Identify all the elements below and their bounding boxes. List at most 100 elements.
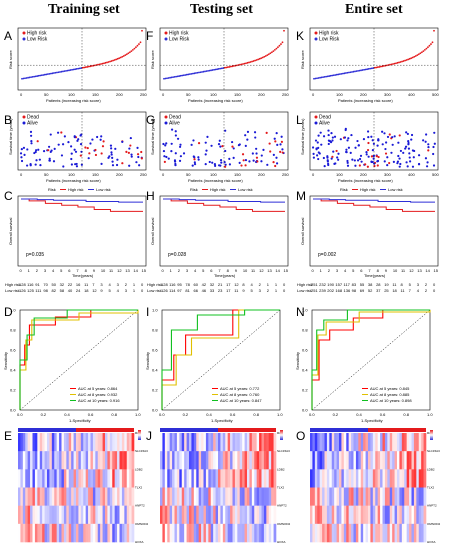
- heatmap-cell: [416, 433, 420, 452]
- risk-score-point: [69, 69, 72, 71]
- heatmap-cell: [105, 523, 108, 543]
- heatmap-cell: [54, 433, 57, 452]
- heatmap-cell: [334, 487, 337, 506]
- heatmap-cell: [237, 433, 241, 452]
- risk-score-point: [22, 77, 25, 80]
- heatmap-cell: [268, 487, 272, 506]
- risk-score-point: [179, 74, 182, 77]
- heatmap-cell: [162, 523, 166, 543]
- risk-table-low-value: 114: [169, 288, 176, 293]
- risk-table-low-value: 12: [92, 288, 97, 293]
- km-curve-high: [21, 198, 143, 212]
- alive-point: [279, 143, 282, 146]
- roc-y-tick: 0.2: [152, 388, 158, 393]
- heatmap-cell: [193, 469, 197, 488]
- risk-score-point: [214, 68, 217, 71]
- heatmap-cell: [126, 523, 130, 543]
- roc-curve-8y: [311, 310, 431, 410]
- heatmap-cell: [387, 523, 391, 543]
- heatmap-cell: [83, 469, 86, 488]
- gene-label: HOXA: [277, 540, 286, 544]
- risk-score-point: [269, 52, 272, 55]
- risk-score-point: [130, 50, 133, 53]
- risk-table-low-value: 97: [177, 288, 182, 293]
- alive-point: [178, 159, 182, 162]
- heatmap-cell: [119, 469, 123, 488]
- heatmap-cell: [34, 487, 38, 506]
- alive-point: [62, 165, 65, 168]
- heatmap-cell: [377, 523, 381, 543]
- heatmap-cell: [25, 505, 28, 525]
- alive-point: [91, 138, 94, 141]
- risk-score-point: [43, 73, 46, 76]
- column-title-testing: Testing set: [190, 2, 253, 17]
- km-x-tick: 15: [434, 268, 439, 273]
- heatmap-cell: [78, 451, 82, 470]
- heatmap-cell: [370, 523, 374, 543]
- alive-point: [110, 151, 113, 154]
- x-tick-label: 0: [312, 172, 315, 177]
- dead-point: [373, 164, 376, 168]
- risk-score-point: [273, 49, 276, 51]
- heatmap-cell: [331, 469, 335, 488]
- km-x-tick: 7: [76, 268, 79, 273]
- alive-point: [351, 158, 354, 161]
- risk-score-point: [190, 72, 193, 75]
- km-x-tick: 0: [162, 268, 165, 273]
- alive-point: [74, 163, 77, 166]
- risk-score-point: [275, 47, 278, 50]
- x-tick-label: 250: [282, 172, 289, 177]
- heatmap-cell: [363, 451, 366, 470]
- risk-table-low-value: 168: [335, 288, 342, 293]
- heatmap-cell: [189, 451, 192, 470]
- km-x-tick: 11: [109, 268, 114, 273]
- risk-table-high-label: High risk: [147, 282, 163, 287]
- alive-point: [130, 155, 133, 158]
- alive-point: [79, 134, 82, 137]
- heatmap-cell: [215, 487, 219, 506]
- heatmap-cell: [34, 505, 38, 525]
- heatmap-cell: [66, 505, 70, 525]
- heatmap-cell: [27, 451, 31, 470]
- heatmap-cell: [90, 433, 94, 452]
- risk-table-low-value: 18: [392, 288, 397, 293]
- heatmap-cell: [234, 451, 238, 470]
- alive-point: [38, 158, 41, 161]
- risk-score-point: [322, 76, 325, 79]
- gene-label: HOXA: [135, 540, 144, 544]
- alive-point: [370, 160, 373, 163]
- alive-point: [405, 161, 408, 164]
- heatmap-cell: [63, 433, 67, 452]
- risk-score-point: [314, 77, 317, 80]
- heatmap-cell: [326, 469, 330, 488]
- alive-point: [316, 141, 319, 144]
- alive-point: [433, 142, 436, 145]
- alive-point: [238, 143, 241, 146]
- legend-dot-dead: [164, 115, 168, 119]
- heatmap-cell: [263, 433, 267, 452]
- heatmap-cell: [242, 505, 245, 525]
- dead-point: [384, 152, 388, 155]
- alive-point: [393, 135, 396, 138]
- heatmap-cell: [387, 451, 391, 470]
- heatmap-cell: [351, 523, 354, 543]
- heatmap-cell: [196, 469, 199, 488]
- heatmap-cell: [59, 505, 62, 525]
- alive-point: [370, 135, 373, 138]
- dead-point: [256, 160, 259, 163]
- alive-point: [111, 164, 115, 167]
- heatmap-cell: [416, 451, 420, 470]
- alive-point: [246, 138, 249, 141]
- heatmap-cell: [329, 433, 333, 452]
- heatmap-cell: [382, 505, 386, 525]
- heatmap-cell: [421, 451, 424, 470]
- dead-point: [193, 158, 196, 161]
- km-x-label: Time(years): [214, 273, 236, 278]
- risk-table-high-value: 8: [242, 282, 245, 287]
- heatmap-cell: [322, 487, 325, 506]
- alive-point: [376, 144, 379, 147]
- km-legend-high: High risk: [68, 187, 84, 192]
- alive-point: [190, 143, 193, 146]
- heatmap-cell: [339, 523, 342, 543]
- heatmap-cell: [351, 487, 354, 506]
